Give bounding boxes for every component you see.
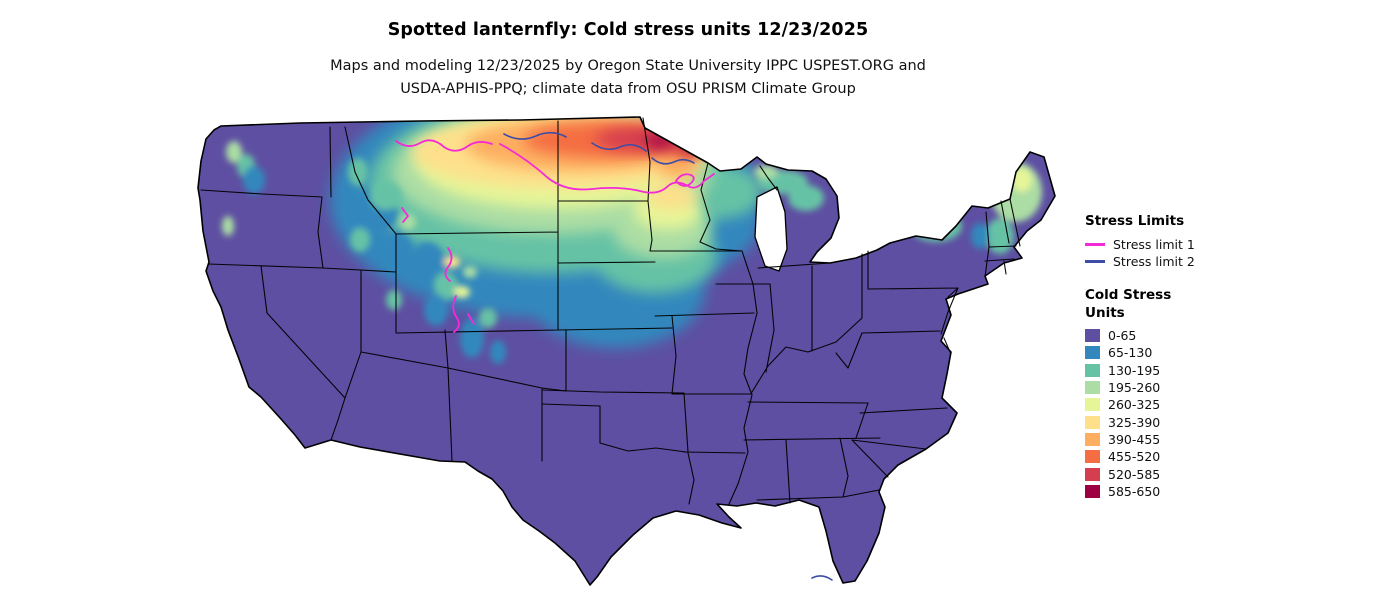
legend-class-swatch	[1085, 450, 1100, 464]
stress-limit-1-label: Stress limit 1	[1113, 237, 1195, 252]
legend-class-label: 0-65	[1108, 328, 1137, 344]
legend-class-row: 455-520	[1085, 448, 1255, 465]
legend-class-row: 390-455	[1085, 431, 1255, 448]
subtitle-line-2: USDA-APHIS-PPQ; climate data from OSU PR…	[400, 80, 856, 97]
legend-class-label: 520-585	[1108, 466, 1161, 482]
legend-class-swatch	[1085, 329, 1100, 343]
stress-limit-2-contour	[503, 131, 833, 581]
legend-class-row: 585-650	[1085, 483, 1255, 500]
legend-class-label: 195-260	[1108, 380, 1161, 396]
stress-limit-2-line-swatch	[1085, 260, 1105, 263]
legend-class-row: 130-195	[1085, 362, 1255, 379]
subtitle-band: Maps and modeling 12/23/2025 by Oregon S…	[0, 55, 1256, 100]
legend-class-swatch	[1085, 484, 1100, 498]
legend-class-row: 260-325	[1085, 396, 1255, 413]
cold-stress-heading-line-1: Cold Stress	[1085, 287, 1172, 303]
legend-class-swatch	[1085, 415, 1100, 429]
legend-class-label: 455-520	[1108, 449, 1161, 465]
stress-limit-2-label: Stress limit 2	[1113, 254, 1195, 269]
lake-michigan	[754, 186, 788, 272]
legend-class-swatch	[1085, 432, 1100, 446]
legend: Stress Limits Stress limit 1 Stress limi…	[1085, 212, 1255, 500]
stress-limits-heading: Stress Limits	[1085, 213, 1185, 229]
legend-class-swatch	[1085, 381, 1100, 395]
legend-class-row: 195-260	[1085, 379, 1255, 396]
title-band: Spotted lanternfly: Cold stress units 12…	[0, 20, 1256, 40]
legend-class-label: 130-195	[1108, 362, 1161, 378]
legend-class-swatch	[1085, 363, 1100, 377]
legend-class-label: 585-650	[1108, 483, 1161, 499]
stress-limit-1-contour	[395, 139, 715, 333]
cold-stress-field	[198, 117, 1055, 585]
legend-class-row: 325-390	[1085, 413, 1255, 430]
legend-class-row: 65-130	[1085, 344, 1255, 361]
legend-stress-limit-2: Stress limit 2	[1085, 253, 1255, 270]
subtitle-line-1: Maps and modeling 12/23/2025 by Oregon S…	[330, 58, 926, 74]
legend-class-row: 520-585	[1085, 465, 1255, 482]
legend-class-swatch	[1085, 467, 1100, 481]
legend-class-row: 0-65	[1085, 327, 1255, 344]
legend-class-label: 260-325	[1108, 397, 1161, 413]
legend-class-label: 65-130	[1108, 345, 1153, 361]
legend-class-swatch	[1085, 346, 1100, 360]
legend-class-label: 390-455	[1108, 431, 1161, 447]
cold-stress-heading-line-2: Units	[1085, 305, 1125, 321]
legend-class-swatch	[1085, 398, 1100, 412]
legend-stress-limit-1: Stress limit 1	[1085, 236, 1255, 253]
cold-stress-units-heading: Cold Stress Units	[1085, 286, 1255, 322]
stress-limit-1-line-swatch	[1085, 243, 1105, 246]
legend-class-label: 325-390	[1108, 414, 1161, 430]
figure-title: Spotted lanternfly: Cold stress units 12…	[387, 20, 869, 40]
us-outline	[197, 116, 1056, 586]
state-borders	[200, 117, 1021, 505]
